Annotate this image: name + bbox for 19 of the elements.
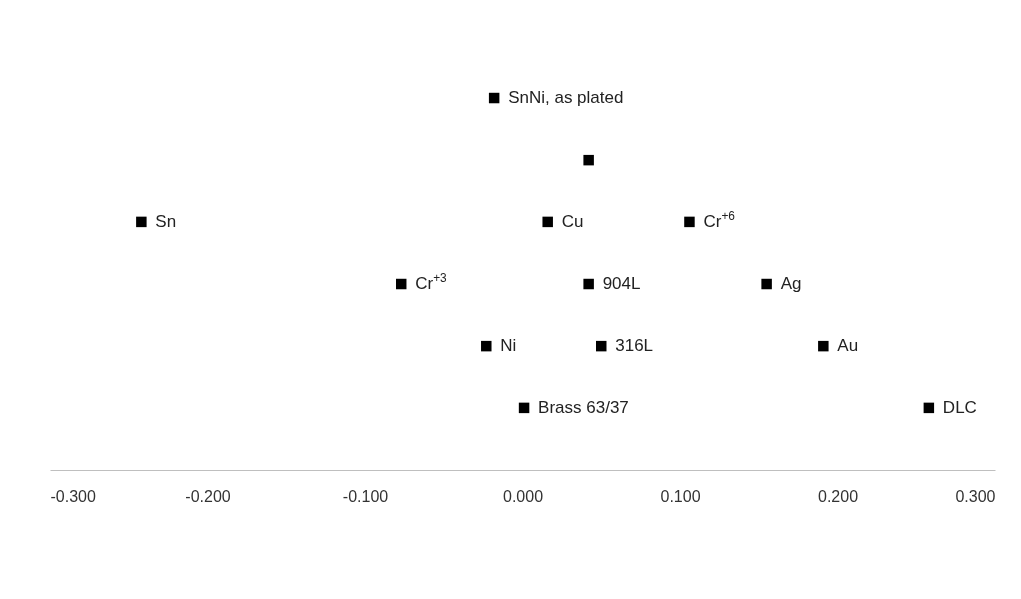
x-tick-label: -0.100 bbox=[342, 487, 389, 505]
x-tick-label: -0.200 bbox=[185, 487, 231, 505]
annotation: Ag bbox=[780, 274, 802, 294]
annotation: DLC bbox=[942, 397, 977, 417]
x-tick-label: 0.200 bbox=[817, 487, 859, 505]
annotation: Cr$^{+3}$ bbox=[415, 271, 448, 294]
x-tick-label: 0.000 bbox=[502, 487, 544, 505]
x-tick-label: 0.100 bbox=[660, 487, 701, 505]
x-tick-label: -0.300 bbox=[50, 487, 96, 505]
annotation: SnNi, as plated bbox=[508, 88, 624, 108]
annotation: 316L bbox=[615, 336, 654, 356]
annotation: 904L bbox=[602, 274, 641, 294]
annotation: Ni bbox=[500, 336, 517, 356]
x-tick-label: 0.300 bbox=[955, 487, 996, 505]
annotation: Cu bbox=[561, 211, 584, 231]
annotation: Cr$^{+6}$ bbox=[703, 208, 736, 231]
annotation: Sn bbox=[155, 211, 177, 231]
annotation: Brass 63/37 bbox=[538, 397, 629, 417]
annotation: Au bbox=[837, 336, 859, 356]
